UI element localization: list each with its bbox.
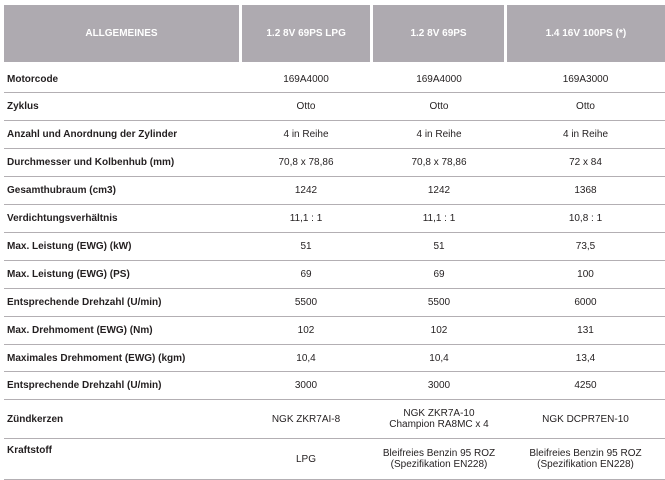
row-value: 10,4: [296, 352, 316, 364]
row-value: Otto: [576, 101, 595, 112]
row-value: 3000: [427, 380, 451, 391]
row-value: 3000: [294, 380, 318, 391]
row-label: Anzahl und Anordnung der Zylinder: [7, 129, 178, 140]
row-value: 1242: [294, 185, 318, 196]
row-value: Bleifreies Benzin 95 ROZ (Spezifikation …: [529, 448, 642, 470]
row-value: LPG: [295, 453, 316, 465]
row-value: 169A4000: [283, 73, 329, 85]
table-row: Zündkerzen NGK ZKR7AI-8 NGK ZKR7A-10 Champ…: [4, 400, 665, 439]
row-label: Entsprechende Drehzahl (U/min): [7, 297, 162, 308]
row-value: 169A4000: [416, 73, 462, 85]
row-label: Motorcode: [7, 73, 59, 85]
row-label: Max. Leistung (EWG) (PS): [7, 269, 130, 280]
row-value: 4 in Reihe: [283, 129, 329, 140]
row-value: Otto: [429, 101, 449, 112]
row-label: Max. Drehmoment (EWG) (Nm): [7, 325, 153, 336]
header-cell-69ps: 1.2 8V 69PS: [373, 5, 504, 62]
header-cell-general: ALLGEMEINES: [4, 5, 239, 62]
table-row: Gesamthubraum (cm3) 1242 1242 1368: [4, 177, 665, 205]
row-value: 100: [577, 269, 594, 280]
table-row: Entsprechende Drehzahl (U/min) 3000 3000 42…: [4, 372, 665, 400]
row-value: 70,8 x 78,86: [411, 157, 467, 168]
header-cell-lpg: 1.2 8V 69PS LPG: [241, 5, 371, 62]
row-value: 4 in Reihe: [562, 129, 609, 140]
engine-spec-table: ALLGEMEINES 1.2 8V 69PS LPG 1.2 8V 69PS …: [4, 5, 665, 480]
table-body: Motorcode 169A4000 169A4000 169A3000 Zyklus O…: [4, 66, 665, 480]
row-value: 51: [300, 241, 312, 252]
row-label: Durchmesser und Kolbenhub (mm): [7, 157, 175, 168]
row-label: Entsprechende Drehzahl (U/min): [7, 380, 162, 391]
row-value: 13,4: [575, 352, 596, 364]
row-value: 1242: [427, 185, 451, 196]
row-value: 11,1 : 1: [289, 213, 323, 224]
table-row: Max. Drehmoment (EWG) (Nm) 102 102 131: [4, 317, 665, 345]
row-value: 72 x 84: [569, 157, 602, 168]
row-value: 169A3000: [562, 73, 609, 85]
row-value: 5500: [427, 297, 451, 308]
table-row: Kraftstoff LPG Bleifreies Benzin 95 ROZ (S…: [4, 439, 665, 480]
row-value: NGK ZKR7AI-8: [271, 413, 341, 425]
row-value: NGK ZKR7A-10 Champion RA8MC x 4: [389, 408, 489, 430]
table-row: Durchmesser und Kolbenhub (mm) 70,8 x 78,…: [4, 149, 665, 177]
row-value: 1368: [574, 185, 597, 196]
row-value: 69: [300, 269, 312, 280]
row-label: Maximales Drehmoment (EWG) (kgm): [7, 352, 186, 364]
row-value: 6000: [574, 297, 597, 308]
table-header: ALLGEMEINES 1.2 8V 69PS LPG 1.2 8V 69PS …: [4, 5, 665, 62]
row-value: 4250: [574, 380, 597, 391]
row-value: 5500: [294, 297, 318, 308]
row-value: Otto: [296, 101, 316, 112]
row-value: 11,1 : 1: [422, 213, 456, 224]
row-value: 69: [433, 269, 445, 280]
row-label: Verdichtungsverhältnis: [7, 213, 118, 224]
header-cell-100ps: 1.4 16V 100PS (*): [506, 5, 665, 62]
row-label: Zündkerzen: [7, 413, 64, 425]
table-row: Max. Leistung (EWG) (PS) 69 69 100: [4, 261, 665, 289]
row-value: Bleifreies Benzin 95 ROZ (Spezifikation …: [382, 448, 496, 470]
row-value: 73,5: [575, 241, 596, 252]
row-value: 131: [577, 325, 594, 336]
row-label: Gesamthubraum (cm3): [7, 185, 116, 196]
table-row: Anzahl und Anordnung der Zylinder 4 in Re…: [4, 121, 665, 149]
table-row: Entsprechende Drehzahl (U/min) 5500 5500 60…: [4, 289, 665, 317]
row-label: Zyklus: [7, 101, 39, 112]
row-value: 4 in Reihe: [416, 129, 462, 140]
row-value: 102: [430, 325, 448, 336]
table-row: Maximales Drehmoment (EWG) (kgm) 10,4 10,4…: [4, 345, 665, 372]
table-row: Zyklus Otto Otto Otto: [4, 93, 665, 121]
row-value: NGK DCPR7EN-10: [542, 413, 629, 425]
table-row: Verdichtungsverhältnis 11,1 : 1 11,1 : 1 10…: [4, 205, 665, 233]
row-label: Max. Leistung (EWG) (kW): [7, 241, 132, 252]
row-value: 10,4: [429, 352, 449, 364]
row-label: Kraftstoff: [7, 445, 52, 456]
table-row: Motorcode 169A4000 169A4000 169A3000: [4, 66, 665, 93]
row-value: 10,8 : 1: [568, 213, 603, 224]
table-row: Max. Leistung (EWG) (kW) 51 51 73,5: [4, 233, 665, 261]
row-value: 70,8 x 78,86: [278, 157, 334, 168]
row-value: 102: [297, 325, 315, 336]
row-value: 51: [433, 241, 445, 252]
